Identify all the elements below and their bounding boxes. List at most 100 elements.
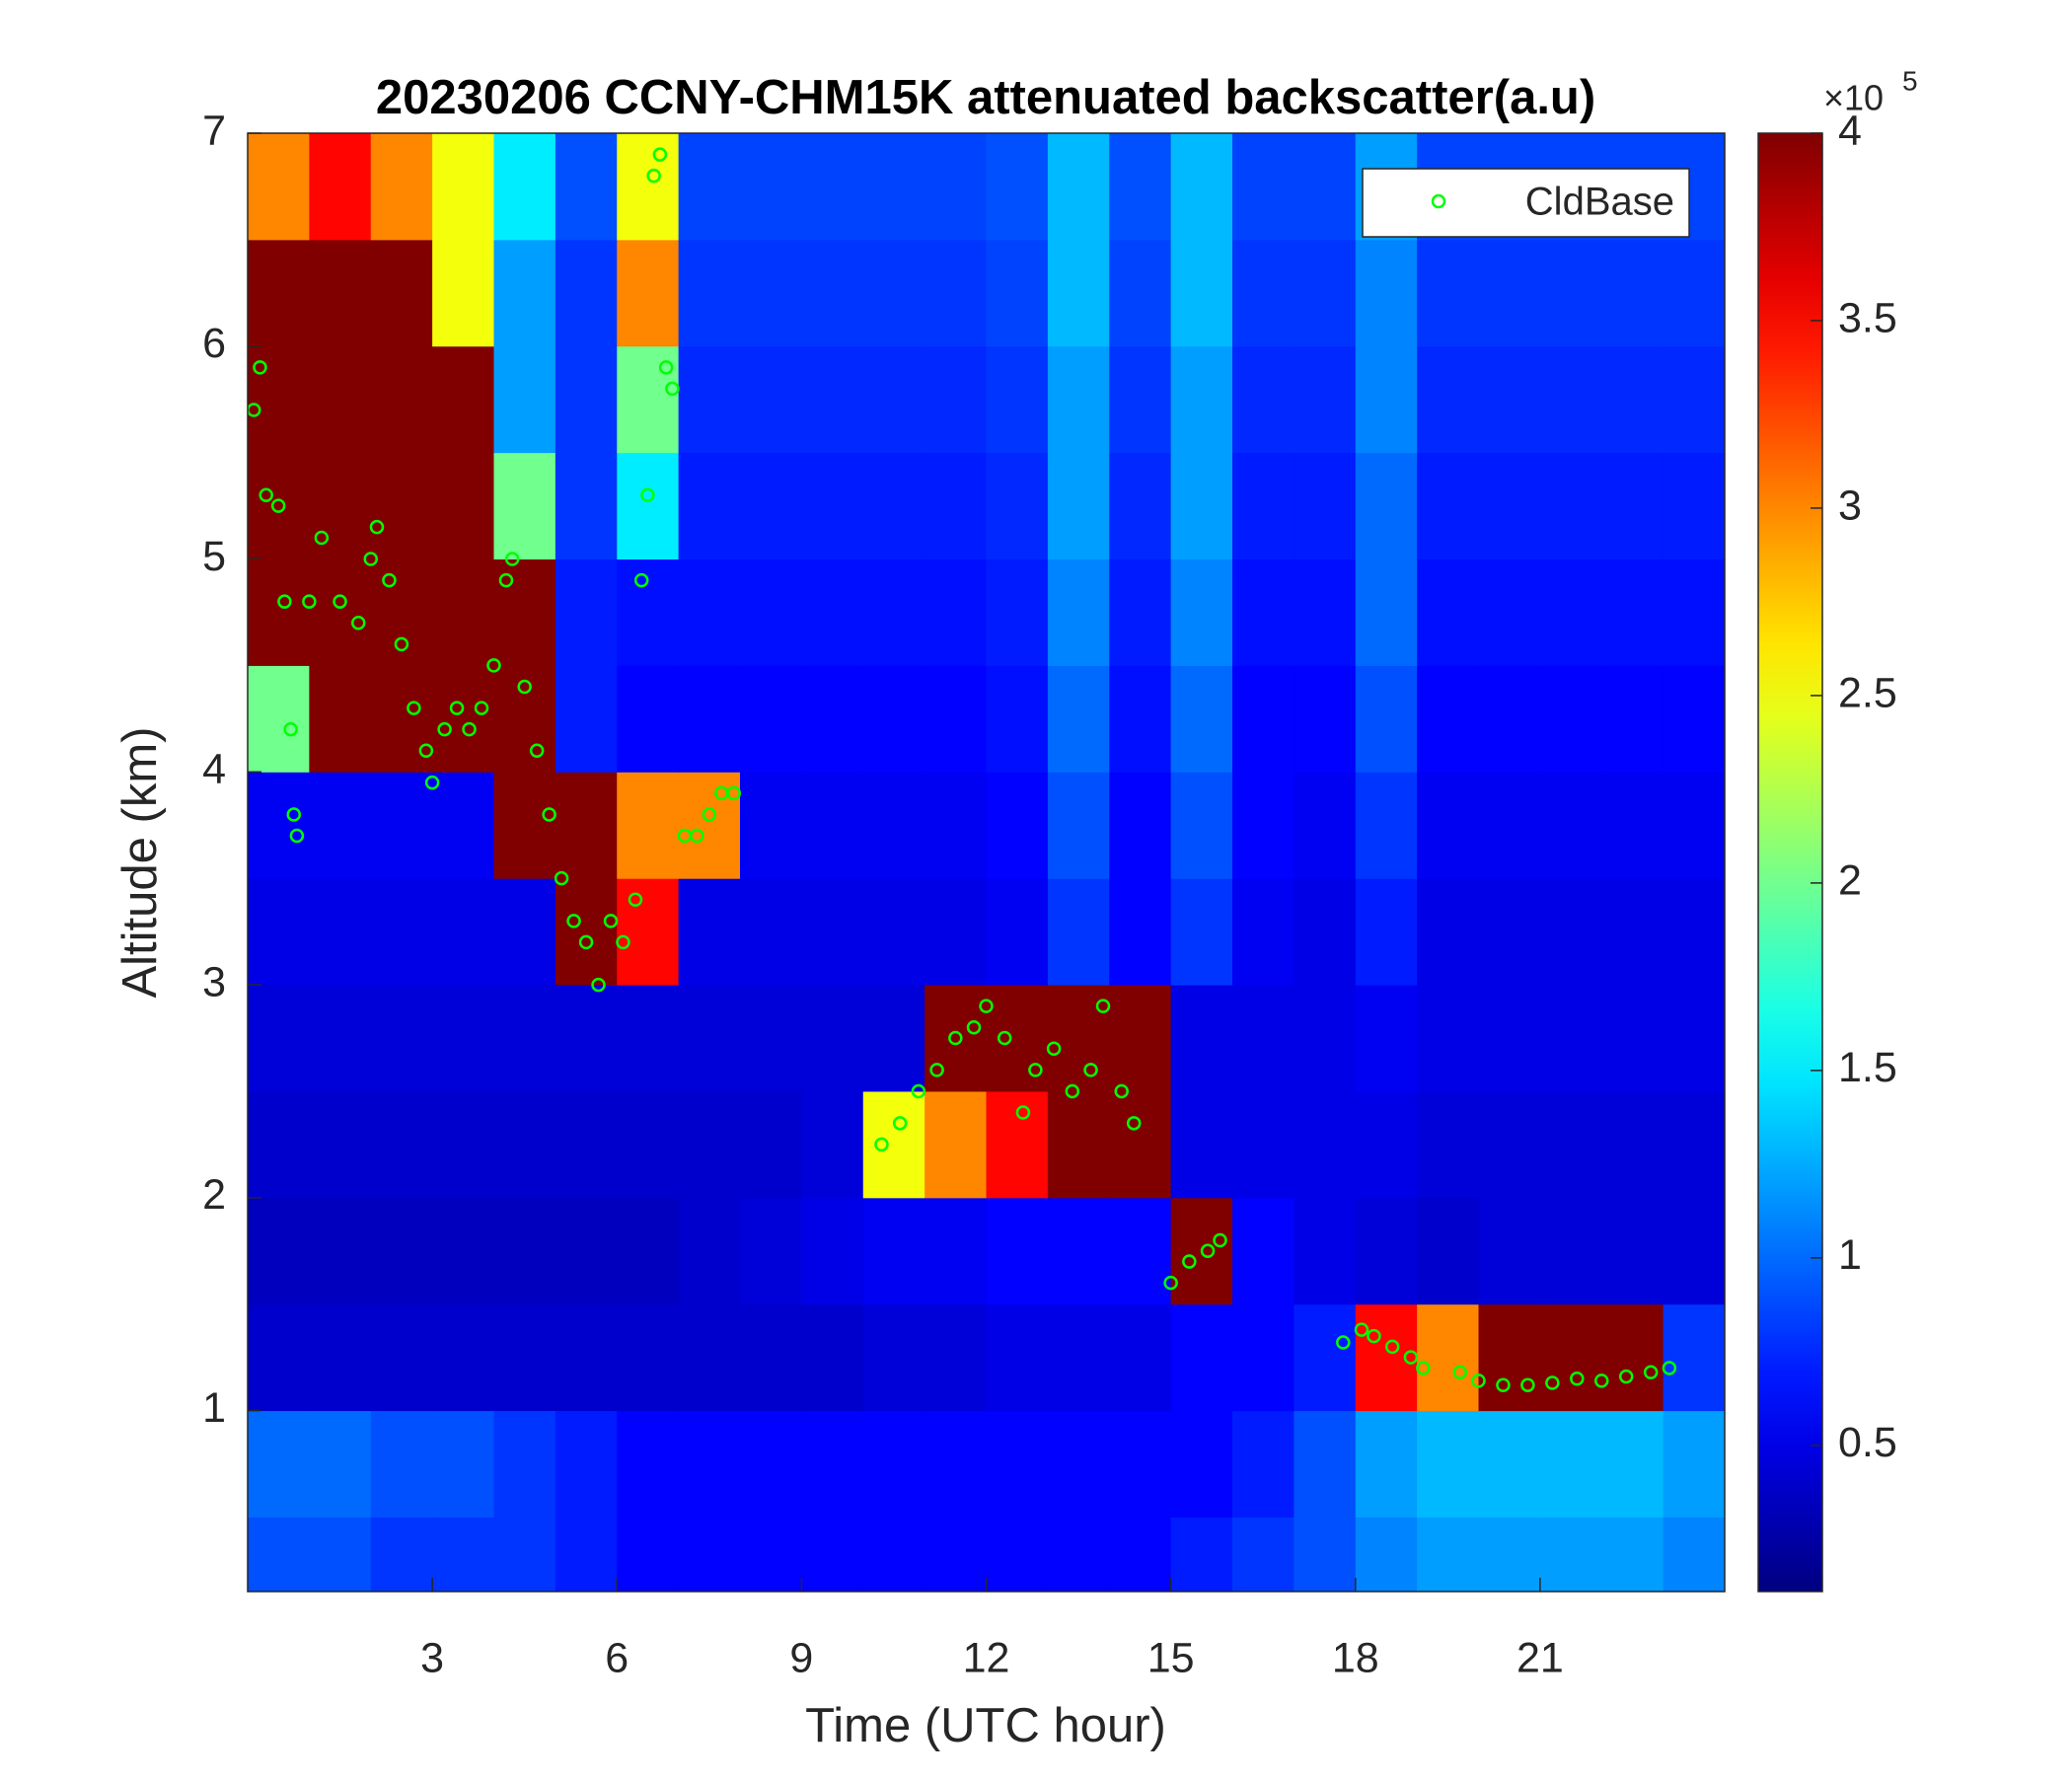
heatmap-cell [370,1410,433,1518]
heatmap-cell [1047,1410,1110,1518]
heatmap-cell [1294,1410,1357,1518]
colorbar-tick-label: 0.5 [1838,1419,1897,1466]
heatmap-cell [862,985,925,1092]
heatmap-cell [801,452,864,560]
heatmap-cell [1294,1517,1357,1592]
heatmap-cell [248,878,310,986]
cloud-base-point [314,530,330,546]
heatmap-cell [1355,665,1418,773]
heatmap-cell [1232,1517,1295,1592]
heatmap-cell [862,239,925,347]
cloud-base-point [542,807,556,822]
colorbar-tick-label: 1 [1838,1231,1862,1279]
cloud-base-point [646,168,661,184]
colorbar-tick-label: 3 [1838,482,1862,529]
heatmap-cell [1355,985,1418,1092]
heatmap-cell [248,452,310,560]
colorbar-tick-label: 3.5 [1838,294,1897,341]
x-tick-label: 3 [420,1634,444,1681]
heatmap-cell [370,1517,433,1592]
heatmap-cell [862,1410,925,1518]
cloud-base-point [462,721,477,737]
heatmap-cell [309,1517,372,1592]
cloud-base-point [1471,1373,1486,1388]
heatmap-cell [493,345,556,454]
heatmap-cell [309,452,372,560]
heatmap-cell [1355,1410,1418,1518]
heatmap-cell [740,1410,802,1518]
cloud-base-point [289,828,305,844]
heatmap-cell [740,239,802,347]
heatmap-cell [1109,665,1172,773]
cloud-base-point [1452,1365,1468,1380]
heatmap-cell [1109,133,1172,241]
heatmap-cell [1478,345,1541,454]
heatmap-cell [1601,1303,1665,1412]
heatmap-cell [740,133,802,241]
heatmap-cell [1294,1303,1357,1412]
cloud-base-point [633,572,649,588]
heatmap-cell [432,985,494,1092]
heatmap-cell [1170,1090,1233,1199]
heatmap-cell [493,558,556,666]
heatmap-cell [309,1090,372,1199]
heatmap-cell [1539,1090,1602,1199]
heatmap-cell [1170,665,1233,773]
heatmap-cell [1294,878,1357,986]
heatmap-cell [309,345,372,454]
cloud-base-point [1403,1350,1419,1365]
heatmap-cell [370,345,433,454]
heatmap-cell [1663,772,1725,879]
heatmap-cell [1417,1303,1479,1412]
heatmap-cell [493,1303,556,1412]
y-tick-label: 6 [202,320,226,367]
heatmap-cell [678,1517,741,1592]
heatmap-cell [555,985,618,1092]
heatmap-cell [493,1410,556,1518]
heatmap-cell [1663,1410,1725,1518]
heatmap-cell [1170,239,1233,347]
heatmap-cell [617,1303,680,1412]
heatmap-cell [1232,452,1295,560]
heatmap-cell [1047,772,1110,879]
heatmap-cell [1539,1303,1602,1412]
heatmap-cell [1417,878,1479,986]
heatmap-cell [1539,1410,1602,1518]
heatmap-cell [678,558,741,666]
heatmap-cell [925,452,987,560]
heatmap-cell [309,772,372,879]
cloud-base-point [407,701,421,715]
cloud-base-point [1520,1377,1535,1392]
heatmap-cell [493,985,556,1092]
heatmap-cell [862,665,925,773]
heatmap-cell [801,1410,864,1518]
cloud-base-point [333,594,347,609]
heatmap-cell [678,878,741,986]
heatmap-cell [1294,558,1357,666]
heatmap-cell [1047,345,1110,454]
heatmap-cell [1109,772,1172,879]
cloud-base-point [997,1030,1012,1046]
heatmap-cell [740,452,802,560]
heatmap-cell [309,1303,372,1412]
heatmap-cell [1539,878,1602,986]
heatmap-cell [925,239,987,347]
heatmap-cell [309,985,372,1092]
heatmap-cell [1232,1197,1295,1305]
heatmap-cell [1663,1090,1725,1199]
cloud-base-point [591,977,606,993]
heatmap-cell [1170,772,1233,879]
heatmap-cell [1232,772,1295,879]
cloud-base-point [1163,1275,1178,1291]
colorbar-tick-label: 2 [1838,856,1862,904]
cloud-base-point [1570,1371,1585,1386]
heatmap-cell [617,878,680,986]
heatmap-cell [370,133,433,241]
heatmap-cell [740,772,802,879]
heatmap-cell [1478,1197,1541,1305]
heatmap-cell [740,1517,802,1592]
x-tick-label: 12 [963,1634,1010,1681]
heatmap-cell [493,239,556,347]
cloud-base-point [517,679,532,695]
